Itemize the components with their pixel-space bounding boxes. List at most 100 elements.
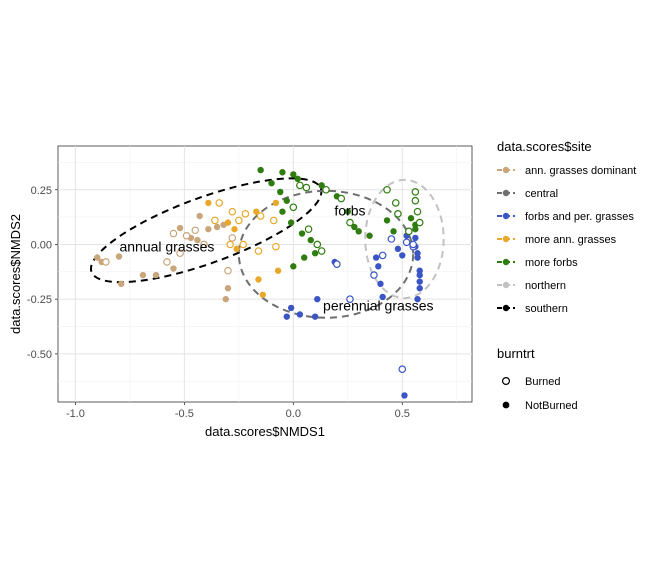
point-more-ann-grasses-burned: [241, 210, 250, 218]
point-more-forbs-notburned: [366, 232, 373, 239]
x-axis-title: data.scores$NMDS1: [205, 424, 325, 439]
point-more-forbs-burned: [317, 247, 326, 255]
point-more-forbs-notburned: [311, 250, 319, 257]
point-more-forbs-notburned: [279, 208, 286, 215]
point-more-forbs-burned: [413, 207, 422, 216]
point-ann-grasses-dominant-burned: [228, 234, 237, 242]
point-more-forbs-notburned: [351, 223, 358, 231]
annotation-label: perennial grasses: [323, 298, 434, 314]
point-more-forbs-notburned: [298, 230, 306, 237]
y-tick-label: 0.00: [31, 239, 52, 251]
point-ann-grasses-dominant-notburned: [152, 271, 160, 279]
point-forbs-and-per-grasses-burned: [387, 235, 396, 243]
point-more-forbs-burned: [302, 183, 311, 192]
legend-item-burntrt: NotBurned: [502, 400, 578, 412]
point-more-forbs-notburned: [412, 225, 419, 233]
point-ann-grasses-dominant-burned: [163, 258, 171, 266]
legend-label-site: central: [525, 188, 558, 200]
legend-title-burntrt: burntrt: [497, 346, 535, 361]
legend-title-site: data.scores$site: [497, 139, 592, 154]
x-tick-label: 0.0: [286, 408, 301, 420]
point-forbs-and-per-grasses-notburned: [287, 304, 295, 312]
x-tick-label: 0.5: [395, 408, 410, 420]
point-more-forbs-notburned: [283, 197, 290, 204]
legend-item-site: forbs and per. grasses: [497, 211, 634, 223]
legend-label-site: southern: [525, 303, 568, 315]
point-more-forbs-burned: [411, 196, 420, 205]
point-more-ann-grasses-burned: [239, 240, 248, 249]
point-more-ann-grasses-notburned: [274, 267, 282, 274]
point-forbs-and-per-grasses-notburned: [414, 295, 421, 303]
point-forbs-and-per-grasses-burned: [378, 251, 387, 260]
point-ann-grasses-dominant-notburned: [205, 225, 212, 233]
point-more-ann-grasses-notburned: [253, 208, 260, 215]
legend-key-point: [502, 189, 510, 197]
point-more-forbs-notburned: [383, 217, 391, 224]
point-forbs-and-per-grasses-notburned: [399, 252, 406, 259]
x-tick-label: -1.0: [66, 408, 85, 420]
legend-key-point: [502, 281, 510, 289]
point-forbs-and-per-grasses-notburned: [394, 245, 402, 253]
point-more-ann-grasses-notburned: [255, 276, 262, 283]
point-more-ann-grasses-burned: [269, 216, 278, 225]
point-more-forbs-notburned: [307, 236, 314, 244]
point-ann-grasses-dominant-notburned: [222, 295, 229, 303]
y-tick-label: -0.50: [27, 349, 52, 361]
point-forbs-and-per-grasses-burned: [398, 365, 407, 373]
point-more-forbs-notburned: [294, 175, 301, 183]
point-more-ann-grasses-burned: [215, 199, 224, 207]
point-forbs-and-per-grasses-notburned: [311, 313, 319, 320]
point-forbs-and-per-grasses-notburned: [296, 311, 304, 318]
point-more-forbs-burned: [383, 185, 391, 194]
point-forbs-and-per-grasses-burned: [402, 238, 411, 247]
point-ann-grasses-dominant-burned: [176, 249, 184, 258]
point-ann-grasses-dominant-notburned: [224, 285, 232, 292]
point-more-forbs-notburned: [268, 179, 275, 187]
ellipse-northern: [364, 178, 445, 300]
point-more-forbs-notburned: [290, 171, 297, 178]
point-more-forbs-burned: [313, 240, 322, 249]
legend-item-burntrt: Burned: [502, 376, 560, 388]
legend-label-burntrt: NotBurned: [525, 400, 578, 412]
point-forbs-and-per-grasses-notburned: [414, 250, 421, 257]
point-ann-grasses-dominant-burned: [224, 266, 232, 275]
point-ann-grasses-dominant-notburned: [194, 236, 201, 244]
grid-lines: [58, 146, 472, 402]
point-more-forbs-burned: [391, 199, 400, 207]
point-more-forbs-burned: [415, 218, 424, 227]
point-ann-grasses-dominant-notburned: [115, 253, 123, 260]
x-tick-label: -0.5: [175, 408, 194, 420]
point-more-ann-grasses-notburned: [205, 199, 212, 207]
legend-key-notburned: [502, 401, 510, 409]
legend: data.scores$site ann. grasses dominant cen…: [497, 139, 636, 412]
point-more-ann-grasses-burned: [235, 216, 243, 225]
point-ann-grasses-dominant-notburned: [139, 271, 147, 279]
point-ann-grasses-dominant-notburned: [176, 224, 184, 232]
point-more-forbs-burned: [411, 188, 420, 196]
legend-key-point: [502, 304, 510, 312]
legend-key-point: [502, 212, 510, 220]
point-ann-grasses-dominant-notburned: [170, 265, 177, 272]
point-more-forbs-burned: [304, 225, 313, 233]
point-ann-grasses-dominant-burned: [102, 258, 110, 266]
point-more-forbs-burned: [322, 185, 330, 194]
point-forbs-and-per-grasses-burned: [409, 240, 417, 249]
point-more-forbs-notburned: [318, 182, 325, 189]
legend-item-site: ann. grasses dominant: [497, 165, 636, 177]
point-more-ann-grasses-burned: [226, 240, 234, 249]
legend-item-site: northern: [497, 280, 566, 292]
point-forbs-and-per-grasses-notburned: [416, 271, 423, 279]
legend-key-burned: [502, 377, 511, 386]
point-forbs-and-per-grasses-notburned: [412, 234, 419, 242]
legend-key-point: [502, 258, 510, 266]
point-forbs-and-per-grasses-burned: [333, 260, 341, 268]
point-more-forbs-burned: [394, 210, 402, 218]
y-axis-ticks: -0.50 -0.25 0.00 0.25: [27, 185, 58, 361]
point-more-forbs-notburned: [390, 228, 397, 235]
point-forbs-and-per-grasses-burned: [346, 295, 354, 303]
point-more-forbs-burned: [405, 227, 413, 236]
point-more-forbs-burned: [346, 218, 354, 227]
point-forbs-and-per-grasses-burned: [370, 271, 378, 279]
point-forbs-and-per-grasses-notburned: [416, 267, 423, 274]
